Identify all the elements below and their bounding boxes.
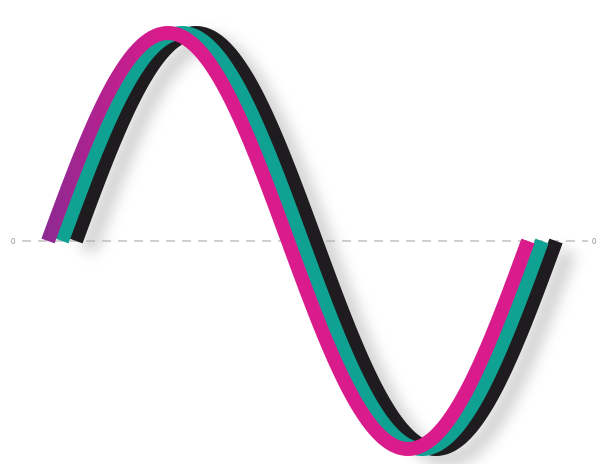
series-back-band <box>69 26 563 456</box>
series-front-band <box>41 26 535 456</box>
series-middle-band <box>55 26 549 456</box>
wave-bands <box>41 26 577 464</box>
zero-baseline: 0 0 <box>11 237 597 246</box>
left-zero-label: 0 <box>11 237 16 246</box>
right-zero-label: 0 <box>592 237 597 246</box>
wave-shadow <box>79 33 577 464</box>
